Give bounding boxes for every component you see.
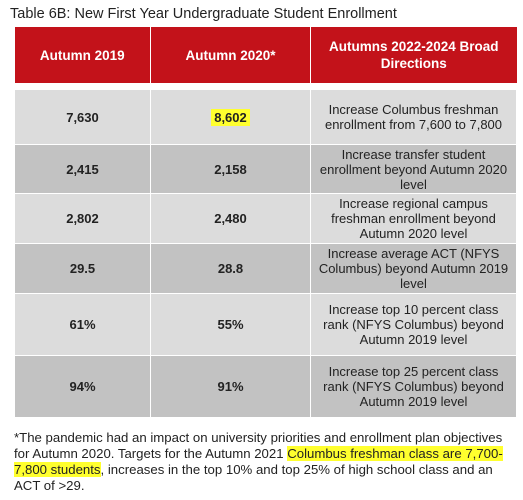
enrollment-table: Autumn 2019 Autumn 2020* Autumns 2022-20… <box>14 27 517 418</box>
cell-autumn-2020: 8,602 <box>150 89 311 145</box>
cell-direction: Increase regional campus freshman enroll… <box>310 193 517 244</box>
cell-autumn-2020: 2,158 <box>150 144 311 194</box>
cell-autumn-2020: 2,480 <box>150 193 311 244</box>
table-row: 29.5 28.8 Increase average ACT (NFYS Col… <box>14 243 517 294</box>
cell-direction: Increase Columbus freshman enrollment fr… <box>310 89 517 145</box>
header-broad-directions: Autumns 2022-2024 Broad Directions <box>310 27 517 84</box>
cell-direction: Increase top 25 percent class rank (NFYS… <box>310 355 517 418</box>
cell-autumn-2020: 91% <box>150 355 311 418</box>
header-autumn-2019: Autumn 2019 <box>14 27 151 84</box>
cell-autumn-2019: 29.5 <box>14 243 151 294</box>
cell-autumn-2019: 2,802 <box>14 193 151 244</box>
table-header-row: Autumn 2019 Autumn 2020* Autumns 2022-20… <box>14 27 517 84</box>
cell-autumn-2019: 2,415 <box>14 144 151 194</box>
table-caption: Table 6B: New First Year Undergraduate S… <box>10 6 397 22</box>
highlighted-value: 8,602 <box>211 108 250 126</box>
cell-autumn-2020: 28.8 <box>150 243 311 294</box>
table-row: 94% 91% Increase top 25 percent class ra… <box>14 355 517 418</box>
cell-direction: Increase top 10 percent class rank (NFYS… <box>310 293 517 356</box>
cell-autumn-2019: 7,630 <box>14 89 151 145</box>
header-autumn-2020: Autumn 2020* <box>150 27 311 84</box>
footnote: *The pandemic had an impact on universit… <box>14 430 514 494</box>
table-row: 7,630 8,602 Increase Columbus freshman e… <box>14 89 517 145</box>
footnote-text: *The pandemic had an impact on universit… <box>14 430 503 461</box>
cell-autumn-2019: 61% <box>14 293 151 356</box>
cell-autumn-2020: 55% <box>150 293 311 356</box>
table-row: 2,415 2,158 Increase transfer student en… <box>14 144 517 194</box>
cell-direction: Increase average ACT (NFYS Columbus) bey… <box>310 243 517 294</box>
cell-autumn-2019: 94% <box>14 355 151 418</box>
table-row: 2,802 2,480 Increase regional campus fre… <box>14 193 517 244</box>
cell-direction: Increase transfer student enrollment bey… <box>310 144 517 194</box>
table-row: 61% 55% Increase top 10 percent class ra… <box>14 293 517 356</box>
footnote-text-end: , increases in the top 10% and top 25% o… <box>14 462 493 493</box>
